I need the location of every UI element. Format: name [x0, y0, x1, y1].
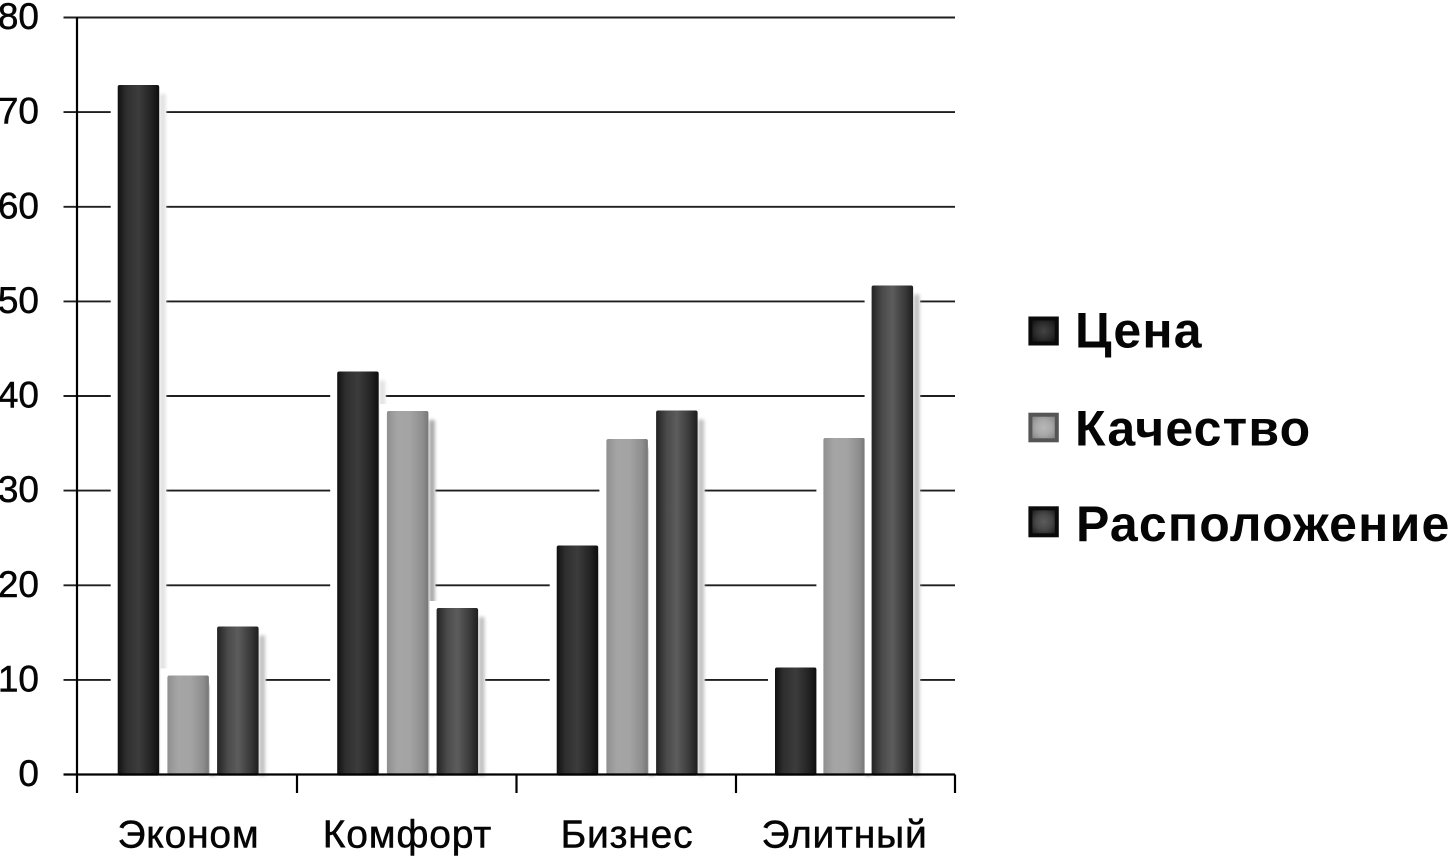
svg-text:20: 20 — [0, 564, 39, 605]
svg-text:10: 10 — [0, 658, 39, 699]
svg-text:Бизнес: Бизнес — [561, 814, 694, 856]
svg-text:50: 50 — [0, 280, 39, 321]
svg-text:40: 40 — [0, 375, 39, 416]
svg-text:Качество: Качество — [1075, 401, 1311, 457]
svg-text:60: 60 — [0, 185, 39, 226]
svg-text:70: 70 — [0, 91, 39, 132]
svg-text:Комфорт: Комфорт — [323, 814, 492, 856]
svg-text:0: 0 — [18, 753, 39, 794]
svg-text:Расположение: Расположение — [1076, 496, 1451, 552]
svg-text:Эконом: Эконом — [117, 814, 259, 856]
svg-text:80: 80 — [0, 0, 39, 37]
svg-text:30: 30 — [0, 469, 39, 510]
svg-text:Элитный: Элитный — [761, 814, 927, 856]
svg-text:Цена: Цена — [1075, 303, 1203, 359]
